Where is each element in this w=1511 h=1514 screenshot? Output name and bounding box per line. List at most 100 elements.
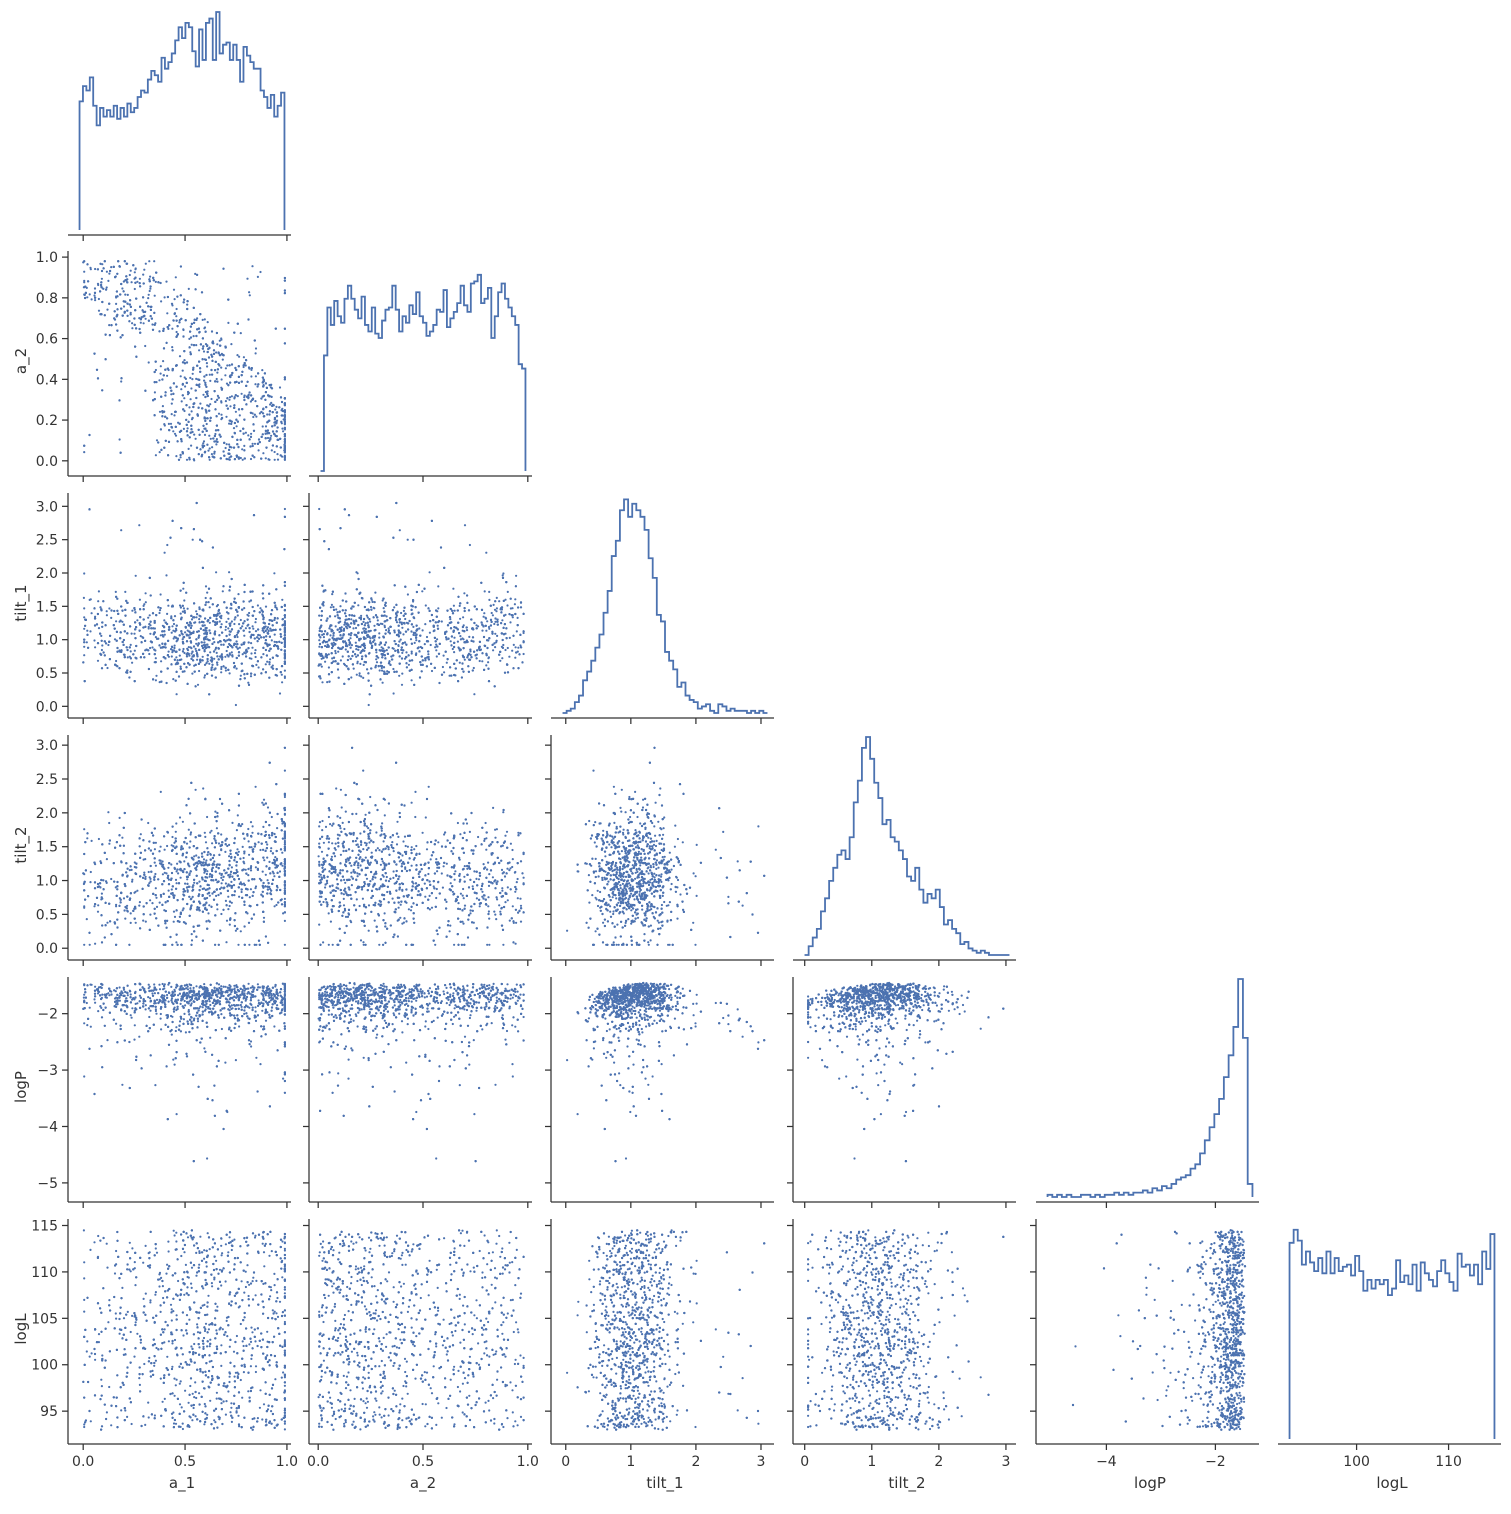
data-point [356,572,359,575]
data-point [184,319,187,322]
data-point [181,604,184,607]
data-point [220,378,223,381]
data-point [264,391,267,394]
data-point [271,444,274,447]
data-point [182,301,185,304]
data-point [170,645,174,648]
data-point [216,655,219,658]
data-point [485,629,488,632]
data-point [93,287,97,290]
data-point [365,614,368,617]
data-point [262,385,265,388]
data-point [133,317,136,320]
data-point [201,644,204,648]
data-point [233,396,236,399]
data-point [103,314,106,317]
data-point [181,650,185,653]
data-point [199,402,202,405]
data-point [362,620,365,624]
data-point [168,625,171,629]
data-point [222,450,225,453]
data-point [134,268,137,271]
data-point [458,604,461,608]
data-point [153,414,156,417]
data-point [281,598,284,601]
data-point [434,646,437,649]
data-point [237,381,241,384]
data-point [100,653,103,656]
data-point [201,318,204,321]
data-point [205,362,208,365]
data-point [144,310,147,313]
data-point [236,631,239,634]
data-point [201,566,204,570]
data-point [179,375,182,378]
data-point [198,634,201,637]
data-point [188,346,191,349]
data-point [83,451,86,454]
data-point [165,574,168,577]
data-point [180,438,183,441]
data-point [451,647,454,651]
data-point [189,376,192,379]
data-point [105,270,108,273]
data-point [151,612,155,615]
data-point [192,344,196,347]
data-point [106,666,109,670]
data-point [228,571,231,574]
data-point [283,626,286,630]
data-point [201,430,204,433]
data-point [267,394,270,397]
data-point [138,327,141,331]
data-point [129,311,132,314]
data-point [379,622,382,625]
data-point [101,625,104,628]
data-point [381,599,384,602]
data-point [104,663,107,667]
data-point [240,380,243,383]
data-point [504,648,507,652]
data-point [158,330,161,333]
data-point [133,680,136,683]
data-point [175,670,178,674]
data-point [516,616,519,620]
data-point [261,614,264,617]
data-point [372,606,375,609]
data-point [212,650,216,653]
data-point [283,397,286,400]
data-point [144,639,147,643]
data-point [204,381,207,384]
data-point [136,280,139,283]
data-point [183,611,186,614]
data-point [208,434,211,437]
data-point [241,669,244,672]
data-point [191,430,194,434]
data-point [254,649,257,652]
data-point [483,590,486,593]
data-point [155,439,159,442]
data-point [268,439,271,442]
data-point [265,654,268,657]
data-point [238,414,241,417]
data-point [283,458,286,461]
data-point [147,649,150,652]
data-point [142,322,145,325]
data-point [280,605,283,609]
data-point [268,622,271,626]
data-point [134,574,137,577]
data-point [279,396,283,399]
data-point [283,410,286,413]
data-point [204,450,207,453]
data-point [264,429,267,432]
data-point [182,587,185,590]
data-point [201,407,204,410]
data-point [139,285,142,288]
scatter-a_2-tilt_1 [317,501,525,707]
data-point [143,268,146,271]
data-point [94,267,97,271]
data-point [84,618,87,621]
data-point [119,293,122,296]
data-point [163,424,166,427]
data-point [194,663,197,667]
data-point [254,375,257,378]
